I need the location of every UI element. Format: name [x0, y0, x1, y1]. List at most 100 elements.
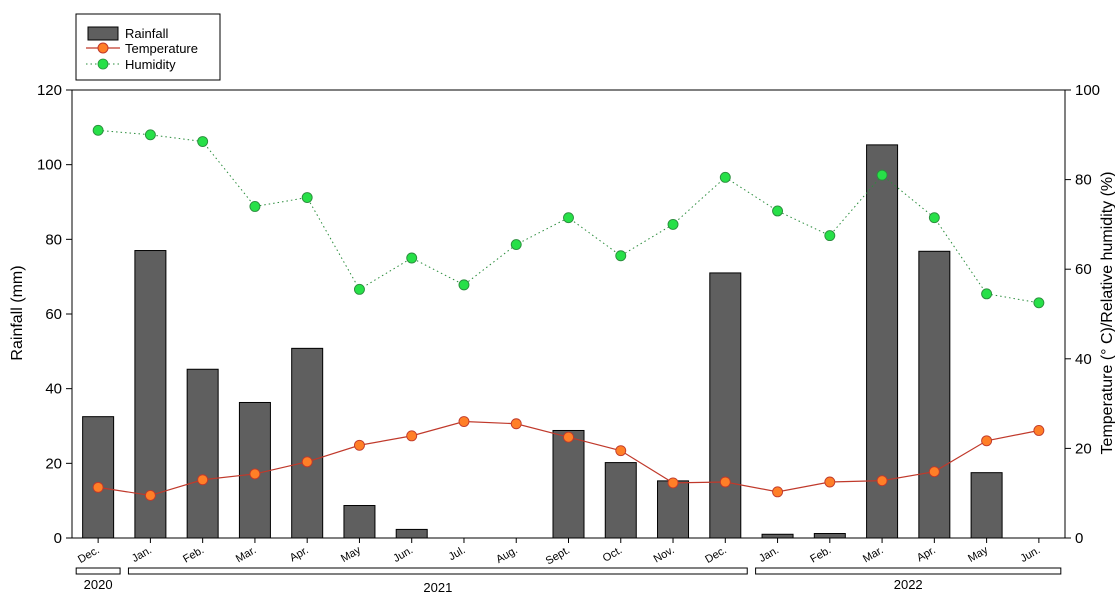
temperature-point	[301, 456, 313, 468]
humidity-point	[667, 218, 679, 230]
x-tick-label: Nov.	[652, 544, 677, 565]
legend-rainfall-swatch	[87, 26, 119, 41]
left-tick-label: 60	[45, 306, 62, 323]
year-label: 2020	[84, 577, 113, 592]
x-tick-label: Jan.	[130, 544, 154, 565]
humidity-point	[824, 230, 836, 242]
x-tick-label: May	[339, 544, 363, 565]
humidity-point	[981, 288, 993, 300]
temperature-point	[615, 445, 627, 457]
humidity-point	[876, 169, 888, 181]
rainfall-bar	[970, 472, 1003, 539]
legend-humidity-label: Humidity	[125, 57, 176, 72]
year-bracket	[75, 567, 121, 575]
temperature-point	[458, 416, 470, 427]
left-tick-label: 20	[45, 455, 62, 472]
humidity-point	[563, 212, 574, 224]
x-tick-label: Oct.	[601, 544, 624, 564]
year-bracket	[127, 567, 748, 575]
year-bracket	[755, 567, 1062, 575]
right-tick-label: 100	[1075, 82, 1100, 99]
humidity-point	[92, 124, 104, 136]
temperature-point	[563, 431, 574, 443]
left-axis-title: Rainfall (mm)	[9, 265, 26, 360]
x-tick-label: Jun.	[391, 544, 415, 565]
x-tick-label: Jun.	[1018, 544, 1042, 565]
x-tick-label: Apr.	[915, 544, 938, 564]
rainfall-bar	[552, 429, 585, 539]
rainfall-bar	[709, 272, 742, 539]
legend: Rainfall Temperature Humidity	[75, 13, 221, 81]
humidity-point	[197, 136, 209, 147]
humidity-point	[1033, 297, 1045, 309]
year-label: 2021	[423, 580, 452, 595]
x-tick-label: Sept.	[544, 544, 572, 567]
year-label: 2022	[894, 577, 923, 592]
x-tick-label: Feb.	[808, 544, 833, 565]
temperature-point	[249, 468, 261, 480]
temperature-point	[353, 439, 365, 451]
legend-rainfall-label: Rainfall	[125, 26, 168, 41]
humidity-point	[510, 239, 522, 251]
right-tick-label: 80	[1075, 172, 1092, 189]
x-tick-label: Mar.	[861, 544, 886, 565]
humidity-point	[772, 205, 784, 217]
rainfall-bar	[82, 416, 115, 539]
temperature-point	[197, 474, 209, 486]
rainfall-bar	[604, 462, 637, 539]
legend-humidity-marker	[97, 58, 109, 70]
left-tick-label: 120	[37, 82, 62, 99]
right-tick-label: 0	[1075, 530, 1083, 547]
humidity-point	[615, 250, 627, 262]
humidity-point	[353, 283, 365, 295]
rainfall-bar	[657, 480, 690, 539]
rainfall-bar	[343, 505, 376, 539]
rainfall-bar	[813, 533, 846, 539]
legend-temperature-label: Temperature	[125, 41, 198, 56]
temperature-point	[406, 430, 418, 442]
temperature-point	[772, 486, 784, 498]
rainfall-bar	[866, 144, 899, 539]
humidity-point	[928, 212, 940, 224]
legend-temperature-marker	[97, 42, 109, 54]
left-tick-label: 0	[54, 530, 62, 547]
x-tick-label: Apr.	[288, 544, 311, 564]
humidity-point	[301, 192, 313, 203]
temperature-point	[144, 489, 156, 501]
left-tick-label: 80	[45, 231, 62, 248]
rainfall-bar	[918, 250, 951, 539]
humidity-point	[249, 201, 261, 212]
temperature-point	[667, 477, 679, 489]
temperature-point	[92, 481, 104, 493]
x-tick-label: Feb.	[181, 544, 206, 565]
left-tick-label: 100	[37, 157, 62, 174]
temperature-point	[510, 418, 522, 430]
x-tick-label: May	[966, 544, 990, 565]
temperature-point	[719, 476, 731, 488]
temperature-point	[928, 466, 940, 478]
left-tick-label: 40	[45, 381, 62, 398]
x-tick-label: Dec.	[76, 544, 102, 566]
temperature-point	[981, 435, 993, 447]
humidity-point	[458, 279, 470, 291]
right-tick-label: 60	[1075, 261, 1092, 278]
rainfall-bar	[761, 533, 794, 539]
x-tick-label: Aug.	[494, 544, 520, 566]
x-tick-label: Dec.	[703, 544, 729, 566]
temperature-point	[876, 475, 888, 487]
humidity-point	[719, 171, 731, 183]
plot-area: 0 20 40 60 80 100 120 0 20 40 60 80 100 Dec. Jan. Feb. M…	[37, 82, 1100, 595]
temperature-point	[824, 476, 836, 488]
right-tick-label: 40	[1075, 351, 1092, 368]
humidity-point	[144, 129, 156, 141]
rainfall-bar	[395, 528, 428, 539]
rainfall-bar	[186, 368, 219, 539]
x-tick-label: Jul.	[447, 544, 468, 563]
x-tick-label: Jan.	[757, 544, 781, 565]
x-tick-label: Mar.	[234, 544, 259, 565]
temperature-point	[1033, 425, 1045, 436]
rainfall-bar	[291, 347, 324, 539]
humidity-point	[406, 252, 418, 264]
right-axis-title: Temperature (° C)/Relative humidity (%)	[1099, 172, 1115, 455]
